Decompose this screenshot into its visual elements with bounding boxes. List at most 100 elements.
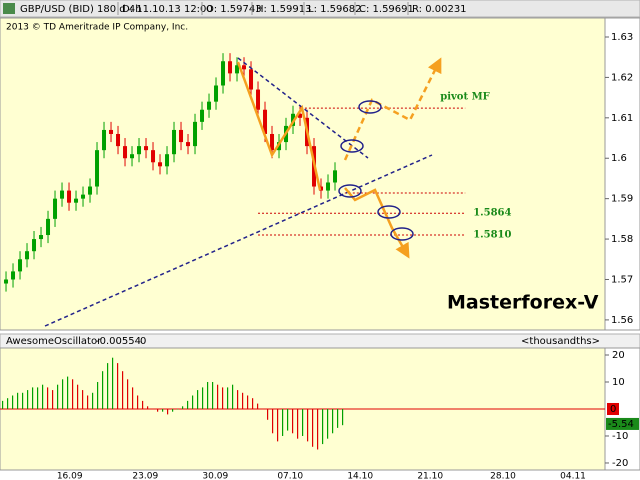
candle-body bbox=[326, 182, 331, 191]
candle-body bbox=[228, 61, 233, 74]
osc-bar bbox=[302, 408, 304, 436]
osc-bar bbox=[112, 357, 114, 409]
ellipse bbox=[377, 205, 401, 219]
annotations bbox=[44, 57, 442, 327]
osc-bar bbox=[317, 408, 319, 450]
candle-body bbox=[158, 162, 163, 167]
candle-body bbox=[32, 239, 37, 252]
osc-bar bbox=[262, 408, 264, 410]
level-label: 1.5864 bbox=[473, 208, 511, 219]
info-item: D: 11.10.13 12:00 bbox=[122, 4, 213, 15]
candle-body bbox=[144, 146, 149, 151]
osc-bar bbox=[157, 408, 159, 412]
osc-bar bbox=[187, 400, 189, 409]
osc-bar bbox=[82, 390, 84, 409]
osc-bar bbox=[342, 408, 344, 426]
osc-bar bbox=[142, 400, 144, 409]
osc-bar bbox=[252, 398, 254, 409]
last-box bbox=[606, 417, 639, 430]
osc-bar bbox=[87, 395, 89, 409]
osc-bar bbox=[272, 408, 274, 434]
candle-body bbox=[256, 89, 261, 110]
candle-body bbox=[186, 142, 191, 147]
candle-body bbox=[200, 109, 205, 122]
zero-box bbox=[607, 402, 619, 415]
candle-body bbox=[102, 129, 107, 151]
info-item: H: 1.59913 bbox=[256, 4, 311, 15]
candle-body bbox=[270, 133, 275, 151]
info-item: R: 0.00231 bbox=[412, 4, 467, 15]
y-tick-label: -10 bbox=[612, 431, 628, 442]
candle-body bbox=[67, 190, 72, 203]
osc-bar bbox=[127, 379, 129, 409]
osc-bar bbox=[292, 408, 294, 434]
copyright: 2013 © TD Ameritrade IP Company, Inc. bbox=[6, 23, 188, 33]
candle-body bbox=[25, 251, 30, 260]
osc-bar bbox=[337, 408, 339, 428]
candle-body bbox=[207, 101, 212, 110]
toolbar-icon[interactable] bbox=[3, 3, 15, 14]
osc-current: -0.00554 bbox=[96, 336, 141, 347]
osc-bar bbox=[327, 408, 329, 439]
osc-bar bbox=[77, 384, 79, 409]
candle-body bbox=[235, 65, 240, 74]
wave-forecast bbox=[343, 57, 442, 161]
y-tick-label: 0 bbox=[610, 404, 616, 415]
candle-body bbox=[137, 146, 142, 155]
osc-bar bbox=[107, 363, 109, 409]
osc-bar bbox=[152, 408, 154, 410]
ellipse bbox=[338, 184, 362, 198]
x-tick-label: 14.10 bbox=[347, 472, 373, 480]
wave-forecast bbox=[344, 187, 410, 259]
candle-body bbox=[172, 129, 177, 155]
candle-body bbox=[165, 154, 170, 167]
osc-bar bbox=[307, 408, 309, 442]
candle-body bbox=[214, 85, 219, 102]
x-tick-label: 28.10 bbox=[490, 472, 516, 480]
y-tick-label: 1.58 bbox=[611, 234, 633, 245]
candle-body bbox=[249, 69, 254, 90]
candle-body bbox=[333, 170, 338, 183]
osc-bar bbox=[297, 408, 299, 439]
osc-bar bbox=[137, 395, 139, 409]
candle-body bbox=[242, 65, 247, 70]
osc-bar bbox=[62, 379, 64, 409]
x-tick-label: 30.09 bbox=[202, 472, 228, 480]
y-tick-label: 10 bbox=[612, 377, 625, 388]
osc-bar bbox=[182, 406, 184, 409]
osc-bar bbox=[227, 387, 229, 409]
osc-bar bbox=[122, 371, 124, 409]
candle-body bbox=[39, 235, 44, 240]
osc-bar bbox=[72, 379, 74, 409]
candle-body bbox=[88, 186, 93, 195]
osc-units: <thousandths> bbox=[521, 336, 600, 347]
osc-bar bbox=[32, 387, 34, 409]
osc-bar bbox=[42, 384, 44, 409]
candle-body bbox=[11, 271, 16, 280]
info-item: C: 1.59691 bbox=[359, 4, 414, 15]
osc-bar bbox=[197, 390, 199, 409]
candle-body bbox=[4, 279, 9, 284]
candle-body bbox=[60, 190, 65, 199]
y-tick-label: -20 bbox=[612, 458, 628, 469]
osc-bar bbox=[102, 371, 104, 409]
watermark: Masterforex-V bbox=[447, 292, 599, 314]
osc-bar bbox=[12, 395, 14, 409]
osc-series: 20 10 0 -10 -20 -5.54 bbox=[0, 350, 639, 469]
main-plot bbox=[0, 17, 606, 331]
osc-bar bbox=[322, 408, 324, 445]
osc-bar bbox=[177, 408, 179, 410]
y-tick-label: 1.56 bbox=[611, 315, 633, 326]
main-series: 1.56 1.57 1.58 1.59 1.6 1.61 1.62 1.63 pivot MF 1… bbox=[4, 32, 633, 480]
last-label: -5.54 bbox=[608, 419, 634, 430]
osc-bar bbox=[52, 390, 54, 409]
candle-body bbox=[74, 198, 79, 203]
osc-bar bbox=[212, 381, 214, 409]
osc-bar bbox=[287, 408, 289, 431]
candle-body bbox=[263, 109, 268, 134]
wave-path bbox=[236, 61, 322, 191]
osc-bar bbox=[222, 387, 224, 409]
osc-bar bbox=[207, 381, 209, 409]
osc-bar bbox=[22, 392, 24, 409]
